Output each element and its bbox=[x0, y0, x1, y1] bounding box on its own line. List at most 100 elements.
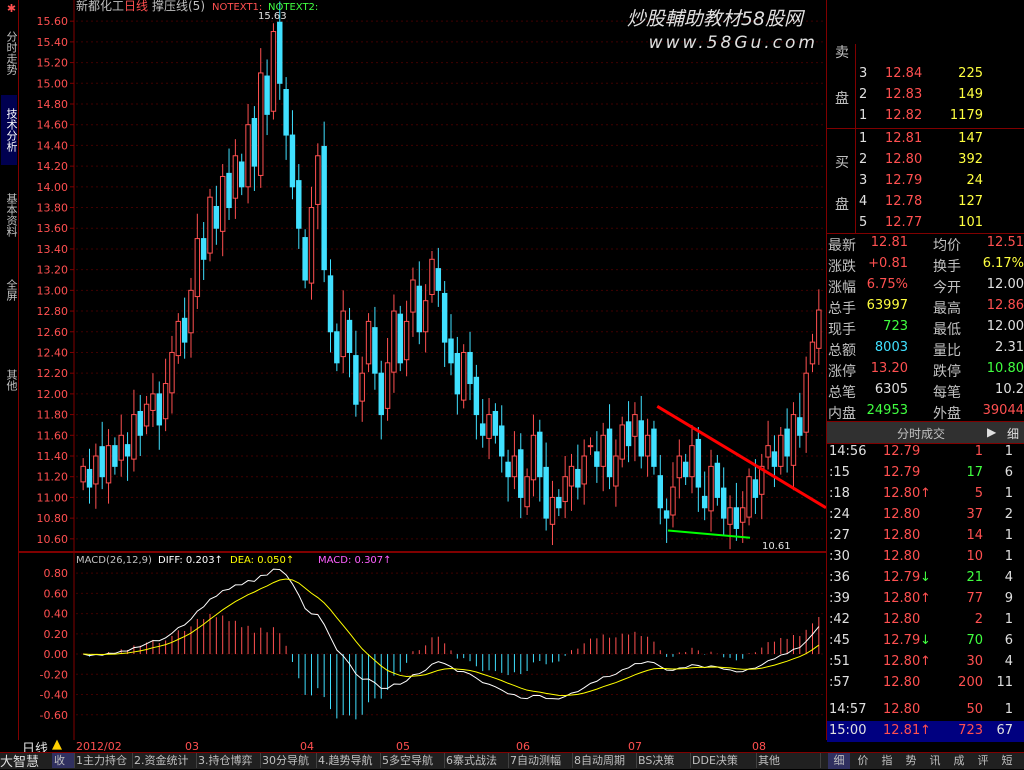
tick-row: :51 12.80 ↑ 30 4 bbox=[827, 652, 1024, 673]
y-tick-label: 12.60 bbox=[37, 326, 69, 339]
right-panel-tab[interactable]: 势 bbox=[905, 754, 917, 767]
toolbar-tab[interactable]: DDE决策 bbox=[690, 753, 757, 768]
tick-price: 12.80 bbox=[883, 507, 921, 522]
level: 2 bbox=[859, 152, 868, 167]
candle-body bbox=[670, 486, 676, 516]
tab-fundamentals[interactable]: 基本资料 bbox=[5, 193, 18, 237]
x-tick-label: 07 bbox=[628, 740, 642, 753]
candle-body bbox=[543, 466, 549, 519]
right-panel-tab[interactable]: 评 bbox=[977, 754, 989, 767]
y-tick-label: 11.60 bbox=[37, 429, 69, 442]
quote-row: 涨幅 6.75% 今开 12.00 bbox=[827, 275, 1024, 296]
candle-body bbox=[289, 134, 296, 188]
candle-body bbox=[638, 420, 644, 457]
play-icon[interactable]: ▶ bbox=[987, 425, 997, 439]
tick-row: :24 12.80 37 2 bbox=[827, 505, 1024, 526]
quote-value: 13.20 bbox=[870, 361, 908, 376]
toolbar-tab[interactable]: 3.持仓博弈 bbox=[196, 753, 261, 768]
candle-body bbox=[334, 331, 340, 364]
candle-body bbox=[733, 507, 740, 529]
toolbar-tab[interactable]: 2.资金统计 bbox=[132, 753, 197, 768]
toolbar-tab[interactable]: 6寨式战法 bbox=[444, 753, 509, 768]
level: 1 bbox=[859, 108, 868, 123]
quote-value: 8003 bbox=[874, 340, 908, 355]
candle-body bbox=[302, 237, 308, 281]
candle-body bbox=[644, 434, 651, 457]
candle-body bbox=[448, 338, 454, 364]
toolbar-tab[interactable]: 4.趋势导航 bbox=[316, 753, 381, 768]
candle-body bbox=[277, 21, 283, 84]
bid-price: 12.77 bbox=[885, 215, 923, 230]
candle-body bbox=[283, 89, 289, 136]
candle-body bbox=[695, 438, 702, 488]
candle-body bbox=[632, 414, 638, 437]
candle-body bbox=[771, 451, 778, 467]
tick-volume: 2 bbox=[974, 612, 983, 627]
detail-button[interactable]: 细 bbox=[1007, 427, 1020, 441]
toolbar-tab[interactable]: 7自动测幅 bbox=[508, 753, 573, 768]
candle-body bbox=[416, 285, 423, 333]
price-chart[interactable]: 15.60 15.40 15.20 15.00 14.80 14.60 14.40 14.20… bbox=[18, 0, 826, 740]
quote-key: 外盘 bbox=[933, 406, 961, 422]
quote-key: 总笔 bbox=[828, 385, 856, 401]
toolbar-tab[interactable]: 1主力持仓 bbox=[74, 753, 133, 768]
y-tick-label: 14.80 bbox=[37, 98, 69, 111]
candle-body bbox=[86, 468, 93, 488]
ticks-header: 分时成交 ▶ 细 bbox=[827, 421, 1024, 444]
candle-body bbox=[238, 161, 245, 188]
candle-body bbox=[486, 414, 492, 439]
right-panel-tab[interactable]: 指 bbox=[881, 754, 893, 767]
right-panel-tab[interactable]: 讯 bbox=[929, 754, 941, 767]
tick-price: 12.79 bbox=[883, 465, 921, 480]
diff-line bbox=[83, 568, 820, 700]
quote-value: 63997 bbox=[866, 298, 908, 313]
quote-key: 现手 bbox=[828, 322, 856, 338]
toolbar-tab[interactable]: 其他 bbox=[756, 753, 821, 768]
bid-volume: 101 bbox=[958, 215, 983, 230]
toolbar-tab[interactable]: 收 bbox=[52, 753, 75, 768]
candle-body bbox=[321, 145, 327, 271]
candle-body bbox=[422, 300, 429, 333]
candle-body bbox=[150, 393, 156, 411]
right-panel-tab[interactable]: 短 bbox=[1001, 754, 1013, 767]
ask-price: 12.84 bbox=[885, 66, 923, 81]
tab-intraday[interactable]: 分时走势 bbox=[5, 31, 18, 75]
quote-key: 今开 bbox=[933, 280, 961, 296]
ask-price: 12.82 bbox=[885, 108, 923, 123]
candle-body bbox=[410, 279, 416, 313]
y-tick-label: 14.40 bbox=[37, 139, 69, 152]
tick-price: 12.79 bbox=[883, 570, 921, 585]
toolbar-tab[interactable]: 30分导航 bbox=[260, 753, 317, 768]
tick-arrow-icon: ↑ bbox=[920, 654, 931, 669]
tick-count: 1 bbox=[1004, 444, 1013, 459]
tick-volume: 37 bbox=[966, 507, 983, 522]
toolbar-tab[interactable]: 8自动周期 bbox=[572, 753, 637, 768]
candle-body bbox=[809, 341, 816, 365]
tab-technical[interactable]: 技术分析 bbox=[1, 95, 18, 165]
quote-row: 涨跌 +0.81 换手 6.17% bbox=[827, 254, 1024, 275]
toolbar-tab[interactable]: BS决策 bbox=[636, 753, 691, 768]
candle-body bbox=[689, 445, 695, 478]
right-panel-tab[interactable]: 细 bbox=[828, 753, 850, 769]
y-tick-label: 15.20 bbox=[37, 57, 69, 70]
candle-body bbox=[372, 327, 378, 374]
tick-row: 14:57 12.80 50 1 bbox=[827, 700, 1024, 721]
candle-body bbox=[99, 446, 105, 478]
tick-count: 9 bbox=[1004, 591, 1013, 606]
tab-fullscreen[interactable]: 全屏 bbox=[5, 279, 18, 301]
bottom-toolbar: 大智慧 收 1主力持仓 2.资金统计 3.持仓博弈 30分导航 4.趋势导航 5多空导航 6寨… bbox=[0, 752, 1024, 770]
brand-label: 大智慧 bbox=[0, 755, 40, 770]
candle-body bbox=[384, 362, 391, 409]
toolbar-tab[interactable]: 5多空导航 bbox=[380, 753, 445, 768]
candle-body bbox=[143, 403, 150, 427]
left-tab-bar: ✱ 分时走势 技术分析 基本资料 全屏 其他 bbox=[0, 0, 19, 740]
candle-body bbox=[651, 428, 657, 467]
quote-key: 内盘 bbox=[828, 406, 856, 422]
right-panel-tab[interactable]: 成 bbox=[953, 754, 965, 767]
candle-body bbox=[784, 428, 790, 457]
candle-body bbox=[391, 310, 397, 373]
candle-body bbox=[207, 196, 213, 254]
tick-row: :18 12.80 ↑ 5 1 bbox=[827, 484, 1024, 505]
tab-other[interactable]: 其他 bbox=[5, 369, 18, 391]
right-panel-tab[interactable]: 价 bbox=[857, 754, 869, 767]
